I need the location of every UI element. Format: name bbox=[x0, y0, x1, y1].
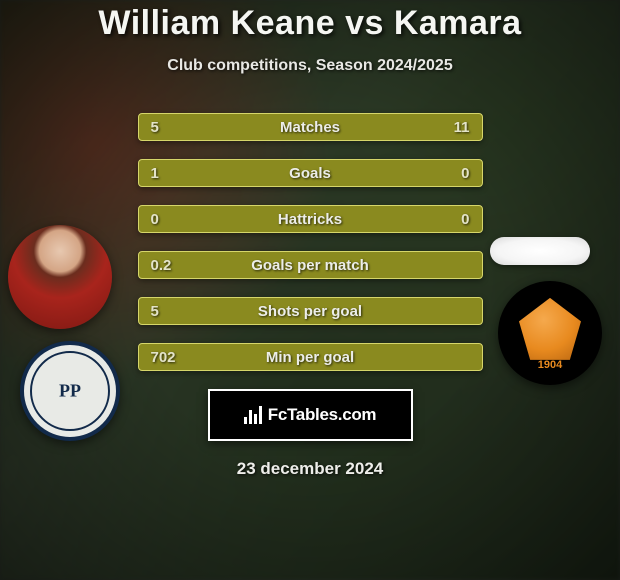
stat-right-value: 0 bbox=[461, 160, 469, 188]
chart-icon bbox=[244, 406, 262, 424]
stat-row: 5 Shots per goal bbox=[138, 297, 483, 325]
right-club-badge bbox=[498, 281, 602, 385]
stat-row: 0.2 Goals per match bbox=[138, 251, 483, 279]
stat-label: Shots per goal bbox=[139, 298, 482, 326]
stat-label: Goals per match bbox=[139, 252, 482, 280]
content-root: William Keane vs Kamara Club competition… bbox=[0, 0, 620, 580]
stat-label: Goals bbox=[139, 160, 482, 188]
stat-row: 0 Hattricks 0 bbox=[138, 205, 483, 233]
stat-right-value: 11 bbox=[454, 114, 470, 142]
stat-row: 1 Goals 0 bbox=[138, 159, 483, 187]
left-club-badge bbox=[20, 341, 120, 441]
stat-row: 702 Min per goal bbox=[138, 343, 483, 371]
brand-text: FcTables.com bbox=[268, 405, 377, 425]
left-player-photo bbox=[8, 225, 112, 329]
comparison-title: William Keane vs Kamara bbox=[0, 4, 620, 43]
stat-rows: 5 Matches 11 1 Goals 0 0 Hattricks 0 0.2… bbox=[138, 113, 483, 371]
stats-area: 5 Matches 11 1 Goals 0 0 Hattricks 0 0.2… bbox=[0, 113, 620, 479]
brand-badge: FcTables.com bbox=[208, 389, 413, 441]
comparison-subtitle: Club competitions, Season 2024/2025 bbox=[0, 57, 620, 75]
stat-row: 5 Matches 11 bbox=[138, 113, 483, 141]
stat-label: Hattricks bbox=[139, 206, 482, 234]
stat-label: Matches bbox=[139, 114, 482, 142]
right-player-placeholder bbox=[490, 237, 590, 265]
stat-right-value: 0 bbox=[461, 206, 469, 234]
stat-label: Min per goal bbox=[139, 344, 482, 372]
comparison-date: 23 december 2024 bbox=[0, 459, 620, 479]
